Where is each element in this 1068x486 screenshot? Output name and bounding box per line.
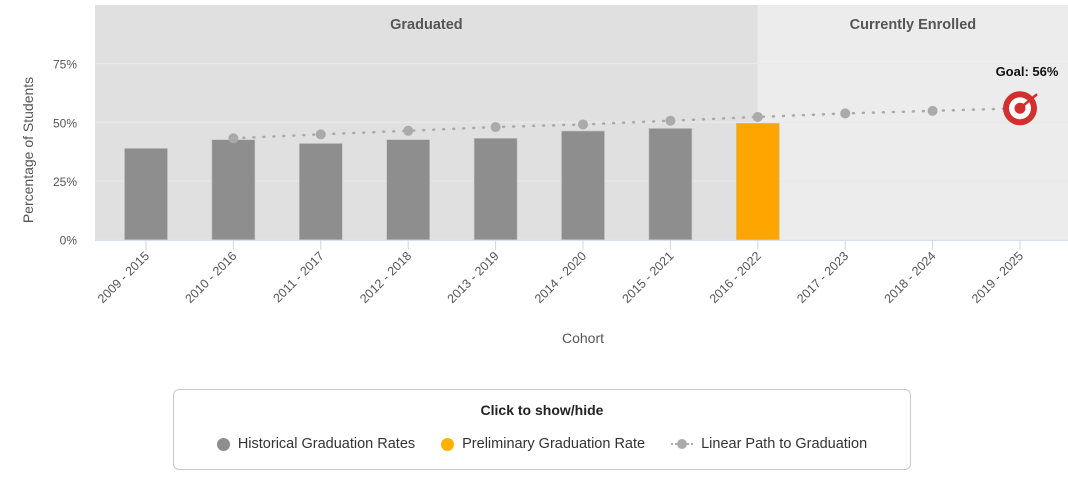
linear-path-point: [490, 122, 501, 133]
legend-item-preliminary[interactable]: Preliminary Graduation Rate: [441, 436, 645, 452]
y-axis-title: Percentage of Students: [20, 77, 36, 223]
x-tick-label: 2016 - 2022: [707, 249, 764, 306]
legend-label: Preliminary Graduation Rate: [462, 436, 646, 452]
x-axis-title: Cohort: [562, 330, 604, 346]
x-tick-label: 2018 - 2024: [882, 249, 939, 306]
y-tick-label: 75%: [53, 58, 77, 72]
linear-path-point: [665, 115, 676, 126]
goal-label: Goal: 56%: [996, 64, 1059, 79]
legend-title: Click to show/hide: [480, 402, 604, 418]
y-tick-label: 25%: [53, 175, 77, 189]
y-tick-label: 50%: [53, 116, 77, 130]
bar: [298, 143, 343, 241]
x-tick-label: 2013 - 2019: [445, 249, 502, 306]
bar: [735, 122, 780, 241]
legend-label: Historical Graduation Rates: [237, 436, 416, 452]
legend-marker-linear-path: [671, 439, 694, 449]
legend-item-historical[interactable]: Historical Graduation Rates: [216, 436, 416, 452]
band-label: Currently Enrolled: [850, 17, 977, 33]
linear-path-point: [578, 119, 588, 130]
goal-target-arrow: [1019, 93, 1038, 110]
legend-label: Linear Path to Graduation: [701, 436, 868, 452]
linear-path-point: [840, 108, 851, 119]
x-tick-label: 2009 - 2015: [95, 249, 152, 306]
legend-marker-preliminary: [441, 437, 455, 451]
linear-path-point: [752, 111, 763, 122]
x-tick-label: 2011 - 2017: [270, 249, 326, 305]
x-tick-label: 2010 - 2016: [182, 249, 239, 306]
legend-marker-historical: [216, 437, 230, 451]
x-tick-label: 2017 - 2023: [794, 249, 851, 306]
graduation-chart: Graduated Currently Enrolled 0% 25% 50% 75% 20…: [20, 5, 1068, 346]
x-tick-label: 2015 - 2021: [619, 249, 676, 306]
bar: [473, 138, 518, 241]
linear-path-point: [228, 133, 239, 144]
bar: [561, 130, 605, 241]
x-tick-label: 2014 - 2020: [532, 249, 589, 306]
bar: [211, 139, 256, 241]
linear-path-line: [232, 107, 1022, 140]
legend: Click to show/hide Historical Graduation…: [173, 389, 911, 470]
linear-path-point: [315, 129, 326, 140]
bar: [648, 128, 693, 240]
x-tick-label: 2019 - 2025: [969, 249, 1026, 306]
bar: [124, 148, 168, 241]
linear-path-point: [927, 105, 938, 116]
linear-path-point: [403, 125, 414, 136]
y-tick-label: 0%: [60, 234, 78, 248]
band-label: Graduated: [390, 17, 463, 33]
legend-item-linear-path[interactable]: Linear Path to Graduation: [671, 436, 867, 452]
x-tick-label: 2012 - 2018: [357, 249, 414, 306]
bar: [386, 139, 431, 241]
